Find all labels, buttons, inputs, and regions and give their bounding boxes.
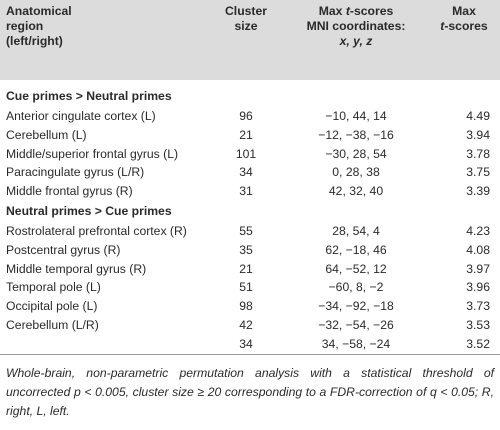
- cell-region: Temporal pole (L): [6, 280, 101, 295]
- table-row: Postcentral gyrus (R) 35 62, −18, 46 4.0…: [0, 241, 500, 260]
- cell-max-t: 3.78: [466, 146, 490, 161]
- header-coords-prefix: Max: [318, 4, 346, 18]
- header-max-suffix: -scores: [444, 19, 488, 33]
- results-table: Anatomical region (left/right) Cluster s…: [0, 0, 500, 355]
- cell-coordinates: −34, −92, −18: [318, 299, 394, 314]
- table-row: Anterior cingulate cortex (L) 96 −10, 44…: [0, 107, 500, 126]
- header-coords-line3: x, y, z: [339, 34, 373, 48]
- group-heading-row: Cue primes > Neutral primes: [0, 80, 500, 107]
- cell-region: Paracingulate gyrus (L/R): [6, 165, 145, 180]
- table-row: Cerebellum (L) 21 −12, −38, −16 3.94: [0, 126, 500, 145]
- cell-coordinates: −30, 28, 54: [325, 146, 387, 161]
- cell-coordinates: −32, −54, −26: [318, 317, 394, 332]
- header-region-line3: (left/right): [6, 34, 63, 48]
- header-region: Anatomical region (left/right): [0, 0, 208, 80]
- header-max-t-italic: t: [440, 19, 445, 33]
- table-body: Cue primes > Neutral primes Anterior cin…: [0, 80, 500, 355]
- header-max-t: Max t-scores: [428, 0, 500, 80]
- cell-cluster-size: 34: [239, 165, 253, 180]
- cell-region: Occipital pole (L): [6, 299, 98, 314]
- cell-cluster-size: 21: [239, 261, 253, 276]
- cell-max-t: 4.49: [466, 109, 490, 123]
- cell-max-t: 3.96: [466, 280, 490, 295]
- cell-coordinates: 64, −52, 12: [325, 261, 387, 276]
- group-title: Cue primes > Neutral primes: [6, 89, 172, 103]
- cell-region: Cerebellum (L): [6, 127, 87, 142]
- cell-region: Rostrolateral prefrontal cortex (R): [6, 223, 187, 238]
- group-title: Neutral primes > Cue primes: [6, 203, 172, 218]
- header-cluster-size: Cluster size: [208, 0, 284, 80]
- table-row: Middle temporal gyrus (R) 21 64, −52, 12…: [0, 260, 500, 279]
- cell-max-t: 4.08: [466, 242, 490, 257]
- header-region-line1: Anatomical: [6, 4, 72, 18]
- cell-coordinates: −10, 44, 14: [325, 109, 387, 123]
- cell-max-t: 3.53: [466, 317, 490, 332]
- cell-coordinates: 28, 54, 4: [332, 223, 380, 238]
- cell-max-t: 4.23: [466, 223, 490, 238]
- cell-coordinates: 42, 32, 40: [328, 184, 384, 199]
- header-coords-suffix: -scores: [349, 4, 394, 18]
- cell-cluster-size: 21: [239, 127, 253, 142]
- header-coords-t: t: [345, 4, 350, 18]
- cell-region: Middle frontal gyrus (R): [6, 184, 133, 199]
- group-heading-row: Neutral primes > Cue primes: [0, 201, 500, 222]
- cell-cluster-size: 101: [235, 146, 257, 161]
- cell-coordinates: −60, 8, −2: [328, 280, 384, 295]
- cell-cluster-size: 51: [239, 280, 253, 295]
- cell-max-t: 3.39: [466, 184, 490, 199]
- header-coords-line2: MNI coordinates:: [306, 19, 406, 33]
- cell-region: [0, 334, 208, 355]
- table-header: Anatomical region (left/right) Cluster s…: [0, 0, 500, 80]
- table-row: Cerebellum (L/R) 42 −32, −54, −26 3.53: [0, 316, 500, 335]
- cell-region: Postcentral gyrus (R): [6, 242, 121, 257]
- header-cluster-line2: size: [234, 19, 258, 33]
- cell-coordinates: 62, −18, 46: [325, 242, 387, 257]
- header-max-line1: Max: [452, 4, 476, 18]
- cell-max-t: 3.73: [466, 299, 490, 314]
- table-row: Rostrolateral prefrontal cortex (R) 55 2…: [0, 222, 500, 241]
- cell-coordinates: −12, −38, −16: [318, 127, 394, 142]
- cell-cluster-size: 96: [239, 109, 253, 123]
- table-row: Occipital pole (L) 98 −34, −92, −18 3.73: [0, 297, 500, 316]
- cell-cluster-size: 31: [239, 184, 253, 199]
- table-row: Middle/superior frontal gyrus (L) 101 −3…: [0, 145, 500, 164]
- cell-cluster-size: 35: [239, 242, 253, 257]
- cell-cluster-size: 98: [239, 299, 253, 314]
- cell-region: Middle temporal gyrus (R): [6, 261, 147, 276]
- header-coordinates: Max t-scores MNI coordinates: x, y, z: [284, 0, 428, 80]
- table-row: Paracingulate gyrus (L/R) 34 0, 28, 38 3…: [0, 163, 500, 182]
- cell-region: Cerebellum (L/R): [6, 317, 99, 332]
- cell-cluster-size: 42: [239, 317, 253, 332]
- cell-cluster-size: 55: [239, 223, 253, 238]
- table-row: 34 34, −58, −24 3.52: [0, 334, 500, 355]
- cell-max-t: 3.52: [428, 334, 500, 355]
- cell-coordinates: 34, −58, −24: [284, 334, 428, 355]
- cell-cluster-size: 34: [208, 334, 284, 355]
- cell-region: Middle/superior frontal gyrus (L): [6, 146, 179, 161]
- table-footnote: Whole-brain, non-parametric permutation …: [6, 366, 494, 418]
- cell-region: Anterior cingulate cortex (L): [6, 109, 156, 123]
- cell-coordinates: 0, 28, 38: [332, 165, 380, 180]
- header-cluster-line1: Cluster: [225, 4, 267, 18]
- header-region-line2: region: [6, 19, 44, 33]
- cell-max-t: 3.97: [466, 261, 490, 276]
- cell-max-t: 3.94: [466, 127, 490, 142]
- table-row: Middle frontal gyrus (R) 31 42, 32, 40 3…: [0, 182, 500, 201]
- cell-max-t: 3.75: [466, 165, 490, 180]
- table-row: Temporal pole (L) 51 −60, 8, −2 3.96: [0, 278, 500, 297]
